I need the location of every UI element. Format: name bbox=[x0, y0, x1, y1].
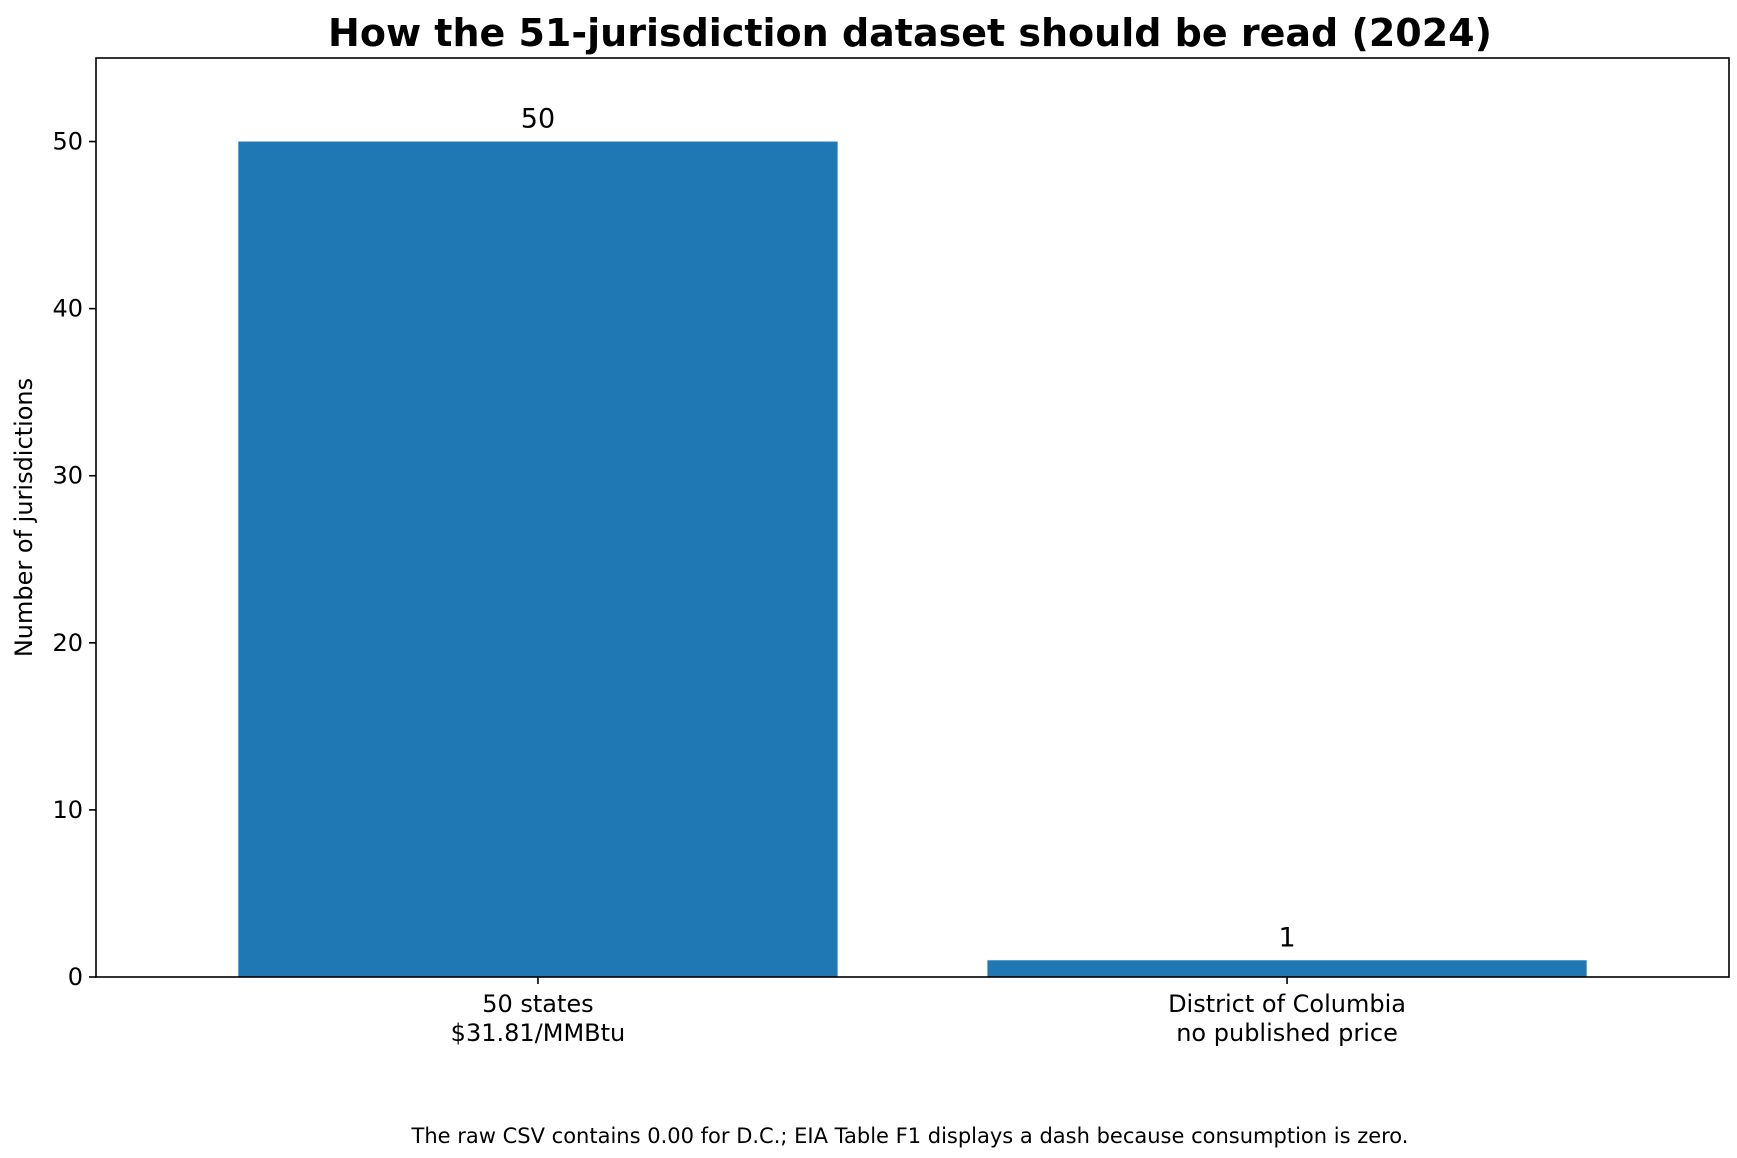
x-tick-label-line: 50 states bbox=[482, 990, 593, 1018]
y-tick-label-2: 20 bbox=[52, 629, 83, 657]
y-tick-label-5: 50 bbox=[52, 128, 83, 156]
x-tick-label-line: no published price bbox=[1176, 1019, 1398, 1047]
x-tick-label-1: District of Columbia no published price bbox=[1168, 990, 1406, 1047]
footnote: The raw CSV contains 0.00 for D.C.; EIA … bbox=[411, 1124, 1409, 1148]
y-tick-label-1: 10 bbox=[52, 796, 83, 824]
chart-title: How the 51-jurisdiction dataset should b… bbox=[328, 11, 1492, 55]
y-axis-label: Number of jurisdictions bbox=[10, 378, 38, 657]
x-tick-label-0: 50 states $31.81/MMBtu bbox=[451, 990, 626, 1047]
data-labels-layer: 50 1 bbox=[521, 104, 1296, 954]
y-tick-label-4: 40 bbox=[52, 295, 83, 323]
plot-frame bbox=[95, 57, 1730, 978]
x-tick-label-line: District of Columbia bbox=[1168, 990, 1406, 1018]
bar-1 bbox=[987, 960, 1587, 977]
y-tick-label-0: 0 bbox=[68, 963, 83, 991]
data-label-0: 50 bbox=[521, 104, 555, 135]
data-label-1: 1 bbox=[1278, 922, 1295, 953]
bar-0 bbox=[238, 141, 838, 977]
x-axis: 50 states $31.81/MMBtu District of Columbi… bbox=[451, 977, 1406, 1047]
y-axis: 0 10 20 30 40 50 bbox=[52, 128, 96, 991]
bars-layer bbox=[238, 141, 1587, 977]
y-tick-label-3: 30 bbox=[52, 462, 83, 490]
x-tick-label-line: $31.81/MMBtu bbox=[451, 1019, 626, 1047]
